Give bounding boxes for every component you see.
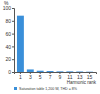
x-tick: 15 xyxy=(87,72,93,80)
bar xyxy=(86,71,93,72)
y-tick-label: 60 xyxy=(5,31,11,37)
x-tick-label: 1 xyxy=(19,74,22,80)
x-tick: 11 xyxy=(67,72,72,80)
x-tick-label: 7 xyxy=(49,74,52,80)
bar xyxy=(27,69,34,72)
x-tick-label: 13 xyxy=(77,74,83,80)
legend-swatch xyxy=(14,87,17,90)
y-axis-title: % xyxy=(4,0,9,6)
y-tick-label: 0 xyxy=(8,69,11,75)
x-tick: 13 xyxy=(77,72,83,80)
y-tick: 100 xyxy=(3,5,14,11)
y-tick: 60 xyxy=(5,31,14,37)
y-axis-line xyxy=(12,9,15,73)
plot-area: 02040608010013579111315 xyxy=(3,5,97,79)
x-axis-title: Harmonic rank xyxy=(67,80,97,85)
y-tick: 20 xyxy=(5,56,14,62)
x-axis: 13579111315 xyxy=(15,72,97,80)
y-tick: 0 xyxy=(8,69,14,75)
y-tick-label: 40 xyxy=(5,44,11,50)
x-axis-line xyxy=(15,73,97,75)
y-tick: 40 xyxy=(5,44,14,50)
x-tick: 9 xyxy=(59,72,62,80)
y-axis: 0 20 40 60 80 100 xyxy=(3,5,15,75)
x-tick-label: 11 xyxy=(67,74,72,80)
bar xyxy=(37,71,44,72)
legend-label: Saturation table 1,200 W, THD = 8% xyxy=(19,87,78,91)
y-tick-label: 100 xyxy=(3,5,12,11)
x-tick: 1 xyxy=(19,72,22,80)
bar-series xyxy=(17,16,93,72)
x-tick: 3 xyxy=(29,72,32,80)
bar xyxy=(66,71,73,72)
y-tick-mark xyxy=(12,46,14,47)
x-tick: 7 xyxy=(49,72,52,80)
x-tick-label: 3 xyxy=(29,74,32,80)
y-tick-mark xyxy=(12,72,14,73)
x-tick: 5 xyxy=(39,72,42,80)
legend: Saturation table 1,200 W, THD = 8% xyxy=(14,87,78,91)
bar xyxy=(56,71,63,72)
bar xyxy=(76,71,83,72)
y-tick-label: 20 xyxy=(5,56,11,62)
bars xyxy=(17,16,93,72)
chart: 02040608010013579111315%Harmonic rankSat… xyxy=(0,0,100,94)
y-tick-mark xyxy=(12,21,14,22)
x-tick-label: 15 xyxy=(87,74,93,80)
y-tick: 80 xyxy=(5,18,14,24)
bar xyxy=(17,16,24,72)
x-tick-label: 9 xyxy=(59,74,62,80)
y-tick-mark xyxy=(12,8,14,9)
y-tick-mark xyxy=(12,59,14,60)
bar xyxy=(47,71,54,72)
y-tick-label: 80 xyxy=(5,18,11,24)
y-tick-mark xyxy=(12,34,14,35)
x-tick-label: 5 xyxy=(39,74,42,80)
